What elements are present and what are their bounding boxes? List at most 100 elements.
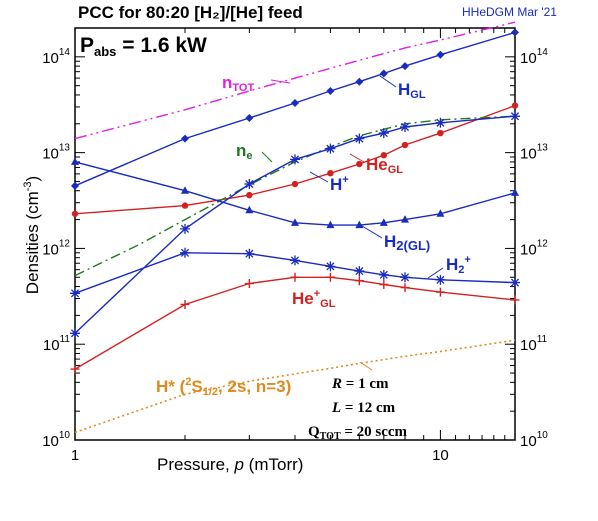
label-ntot: nTOT (222, 73, 254, 94)
data-point-hplus (435, 117, 446, 128)
power-label: Pabs = 1.6 kW (80, 34, 207, 59)
y-tick-labels-left: 1010 1011 1012 1013 1014 (42, 47, 70, 450)
data-point-hplus (354, 133, 365, 144)
data-point-h2plus (354, 266, 365, 277)
label-h2plus: H2+ (446, 254, 471, 276)
data-point-hplus (70, 328, 80, 339)
series-line-heplus (74, 276, 516, 370)
series-h2gl (71, 157, 519, 229)
y-tick-labels-right: 1010 1011 1012 1013 1014 (520, 47, 548, 450)
series-line-ne (74, 115, 516, 277)
data-point-hgl (511, 28, 519, 37)
data-point-hplus (378, 128, 389, 139)
data-point-hgl (436, 50, 445, 59)
series-ne (74, 115, 516, 277)
leader-ntot (270, 79, 291, 84)
data-point-hgl (326, 86, 335, 95)
x-tick-label: 1 (71, 447, 79, 464)
label-hgl: HGL (398, 80, 426, 101)
series-line-hgl (74, 31, 516, 187)
data-point-h2gl (436, 209, 445, 217)
data-point-h2plus (180, 247, 190, 258)
x-tick-label: 10 (432, 447, 449, 464)
leader-hegl (349, 153, 365, 163)
data-point-hgl (181, 134, 189, 143)
y-tick-label: 1014 (42, 47, 70, 67)
leader-h2gl (361, 225, 383, 239)
data-point-h2gl (71, 157, 79, 165)
y-tick-label: 1011 (520, 334, 548, 354)
data-point-hegl (380, 152, 388, 159)
series-hplus (70, 111, 520, 339)
y-tick-label: 1013 (520, 143, 548, 163)
data-point-h2gl (511, 188, 519, 196)
leader-h2plus (427, 267, 444, 279)
series-line-hplus (74, 115, 516, 334)
data-point-heplus (244, 279, 254, 289)
series-h2plus (70, 247, 520, 299)
label-hstar: H* (2S1/2, 2s, n=3) (156, 376, 291, 398)
series-hgl (71, 28, 519, 190)
data-point-h2gl (401, 215, 409, 223)
data-point-heplus (379, 280, 389, 290)
leader-hstar (359, 361, 373, 371)
data-point-h2plus (435, 274, 446, 285)
leader-hgl (379, 75, 397, 88)
data-point-h2gl (326, 220, 335, 229)
data-point-heplus (70, 364, 80, 374)
data-point-heplus (435, 287, 445, 297)
y-tick-label: 1010 (520, 430, 548, 450)
data-point-hegl (181, 202, 189, 209)
y-tick-label: 1014 (520, 47, 548, 67)
data-point-h2gl (181, 186, 189, 194)
series-layer (70, 21, 520, 434)
param-q: QTOT = 20 sccm (308, 424, 408, 442)
data-point-hegl (356, 160, 363, 168)
series-line-hstar (74, 339, 516, 434)
x-axis-label: Pressure, p (mTorr) (157, 455, 303, 474)
data-point-hegl (437, 129, 444, 137)
data-point-heplus (400, 283, 410, 293)
chart-title: PCC for 80:20 [H₂]/[He] feed (78, 3, 303, 22)
param-r: R = 1 cm (331, 376, 389, 392)
data-point-hegl (327, 169, 334, 177)
param-l: L = 12 cm (331, 400, 396, 416)
data-point-hplus (290, 154, 300, 165)
data-point-hplus (325, 143, 336, 154)
y-tick-label: 1012 (520, 238, 548, 258)
data-point-heplus (354, 276, 364, 286)
data-point-hplus (510, 111, 520, 122)
data-point-hplus (400, 122, 410, 133)
leader-ne (261, 151, 273, 163)
data-point-h2plus (290, 255, 300, 266)
data-point-hgl (379, 69, 388, 78)
series-hstar (74, 339, 516, 434)
y-tick-label: 1012 (42, 238, 70, 258)
data-point-h2plus (325, 261, 336, 272)
chart-credit: HHeDGM Mar '21 (462, 5, 557, 19)
label-hplus: H+ (330, 174, 349, 194)
data-point-h2gl (291, 218, 299, 226)
data-point-heplus (510, 295, 520, 305)
x-tick-labels: 1 10 (71, 447, 449, 464)
leader-hplus (309, 171, 329, 183)
data-point-h2plus (400, 272, 410, 283)
y-tick-label: 1010 (42, 430, 70, 450)
data-point-hgl (291, 98, 299, 107)
data-point-h2plus (70, 288, 80, 299)
label-heplus: He+GL (292, 288, 336, 310)
data-point-hegl (511, 102, 519, 109)
series-heplus (70, 272, 520, 374)
data-point-h2plus (510, 277, 520, 288)
data-point-heplus (180, 299, 190, 309)
data-point-hegl (246, 191, 253, 199)
y-tick-label: 1013 (42, 143, 70, 163)
data-point-hgl (71, 181, 79, 190)
data-point-h2plus (244, 248, 255, 259)
data-point-hplus (244, 179, 255, 190)
data-point-hegl (401, 141, 409, 149)
data-point-h2plus (378, 269, 389, 280)
y-axis-label: Densities (cm-3) (22, 176, 42, 294)
data-point-hgl (355, 77, 364, 86)
data-point-hegl (71, 210, 79, 217)
